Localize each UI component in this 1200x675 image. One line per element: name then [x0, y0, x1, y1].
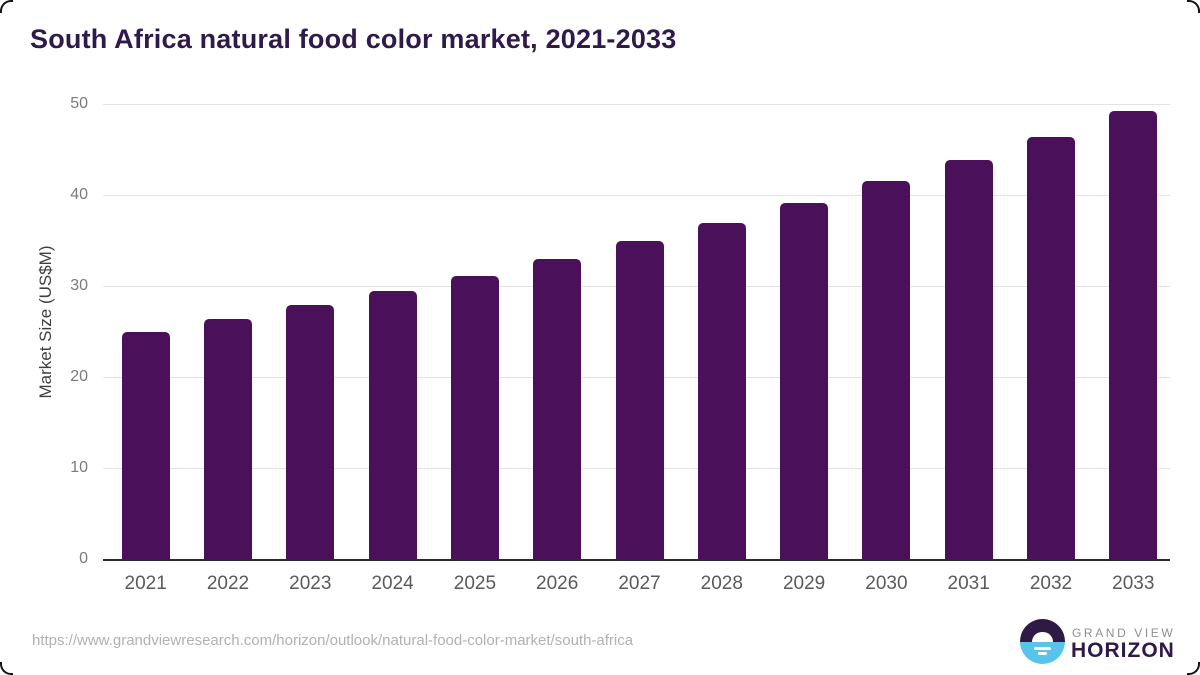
bar-2028	[697, 223, 746, 559]
y-tick-label-30: 30	[70, 277, 88, 294]
x-tick-label-2025: 2025	[453, 573, 497, 594]
logo-text-grand-view: GRAND VIEW	[1072, 626, 1176, 640]
bar-2032	[1027, 136, 1075, 559]
gridline-y-50	[103, 104, 1170, 105]
bar-2022	[204, 318, 252, 559]
y-tick-label-50: 50	[70, 95, 88, 112]
x-tick-label-2032: 2032	[1029, 573, 1073, 594]
bar-2023	[286, 305, 335, 559]
x-tick-label-2030: 2030	[865, 573, 908, 594]
logo-text-horizon: HORIZON	[1071, 639, 1175, 662]
x-tick-label-2022: 2022	[206, 573, 250, 594]
bar-2027	[615, 241, 664, 559]
x-tick-label-2027: 2027	[618, 573, 661, 594]
rounded-corner-artifact	[0, 0, 13, 13]
page-title: South Africa natural food color market, …	[30, 24, 677, 54]
bar-2021	[121, 331, 170, 559]
x-tick-label-2028: 2028	[700, 573, 743, 594]
y-tick-label-0: 0	[79, 550, 88, 567]
bar-2025	[450, 276, 499, 559]
rounded-corner-artifact	[0, 662, 13, 675]
bar-chart-plot-area: 2021 2022 2023 2024 2025 2026 2027 2028 2029 2030…	[103, 104, 1170, 594]
bar-2029	[780, 203, 829, 559]
horizon-icon-sky	[1020, 619, 1065, 642]
x-axis-baseline	[103, 559, 1170, 561]
x-tick-label-2031: 2031	[947, 573, 990, 594]
grand-view-horizon-logo: GRAND VIEW HORIZON	[1020, 618, 1180, 666]
x-tick-label-2023: 2023	[289, 573, 332, 594]
source-url: https://www.grandviewresearch.com/horizo…	[32, 632, 634, 649]
bar-2024	[368, 290, 417, 559]
bar-2031	[944, 159, 993, 559]
y-tick-label-10: 10	[70, 459, 88, 476]
gridline-y-40	[103, 195, 1170, 196]
horizon-sun-icon	[1020, 619, 1065, 664]
bar-2033	[1109, 111, 1158, 559]
x-tick-label-2029: 2029	[782, 573, 826, 594]
bar-2026	[533, 258, 582, 559]
x-tick-label-2026: 2026	[536, 573, 579, 594]
horizon-icon-reflection-line-2	[1038, 652, 1047, 655]
horizon-icon-sun-dome	[1032, 632, 1053, 642]
x-tick-label-2024: 2024	[371, 573, 414, 594]
y-tick-label-40: 40	[70, 186, 88, 203]
bar-2030	[862, 181, 911, 559]
x-tick-label-2021: 2021	[124, 573, 167, 594]
rounded-corner-artifact	[1187, 662, 1200, 675]
rounded-corner-artifact	[1187, 0, 1200, 13]
horizon-icon-reflection-line-1	[1034, 646, 1051, 650]
x-tick-label-2033: 2033	[1112, 573, 1155, 594]
y-tick-label-20: 20	[70, 368, 88, 385]
